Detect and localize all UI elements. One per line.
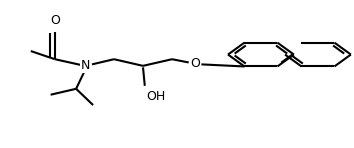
Text: N: N — [80, 59, 90, 72]
Text: O: O — [190, 57, 200, 70]
Text: O: O — [50, 14, 60, 27]
Text: OH: OH — [147, 90, 166, 103]
